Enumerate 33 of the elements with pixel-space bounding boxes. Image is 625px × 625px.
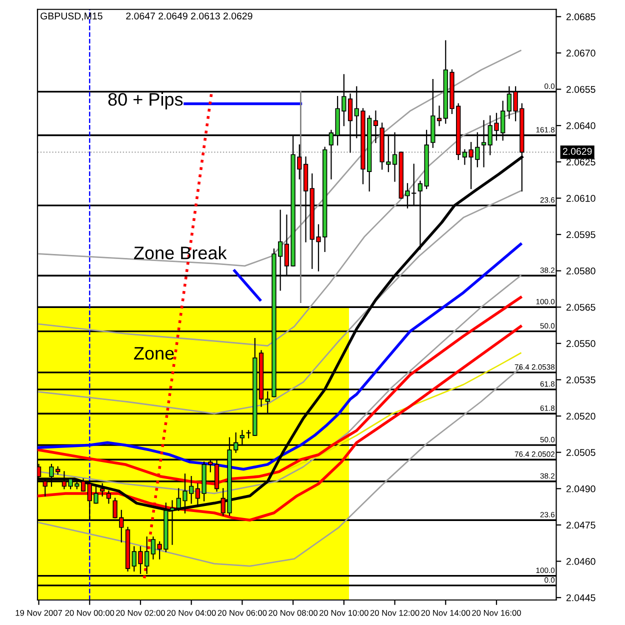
annotation: Zone: [134, 347, 174, 360]
y-tick-label: 2.0520: [566, 412, 596, 420]
y-tick-label: 2.0685: [566, 13, 596, 20]
y-tick-label: 2.0625: [566, 158, 596, 166]
x-tick-label: 20 Nov 00:00: [65, 610, 114, 616]
y-tick-label: 2.0550: [566, 340, 596, 348]
x-tick-label: 20 Nov 02:00: [116, 610, 165, 616]
y-tick-label: 2.0475: [566, 522, 596, 529]
x-tick-label: 20 Nov 14:00: [421, 610, 470, 616]
chart-subtitle: 2.0647 2.0649 2.0613 2.0629: [126, 12, 252, 20]
y-tick-label: 2.0505: [566, 449, 596, 456]
x-tick-label: 20 Nov 06:00: [218, 610, 267, 616]
y-tick-label: 2.0580: [566, 268, 596, 274]
y-tick-label: 2.0460: [566, 558, 596, 565]
x-tick-label: 20 Nov 10:00: [320, 610, 368, 616]
y-tick-label: 2.0655: [566, 86, 596, 93]
y-tick-label: 2.0490: [566, 485, 596, 492]
ref-line-label: 2.0629: [562, 148, 592, 155]
x-tick-label: 19 Nov 2007: [16, 610, 62, 616]
chart-title: GBPUSD,M15: [40, 12, 102, 21]
x-tick-label: 20 Nov 04:00: [166, 610, 216, 616]
y-tick-label: 2.0535: [566, 376, 596, 384]
y-tick-label: 2.0595: [566, 231, 596, 238]
x-tick-label: 20 Nov 16:00: [472, 610, 521, 616]
x-tick-label: 20 Nov 08:00: [268, 610, 318, 616]
x-tick-label: 20 Nov 12:00: [370, 610, 420, 616]
annotation: 80 + Pips: [108, 92, 183, 110]
y-tick-label: 2.0640: [566, 122, 596, 130]
y-tick-label: 2.0445: [566, 594, 596, 602]
annotation: Zone Break: [134, 246, 227, 260]
y-tick-label: 2.0565: [566, 304, 596, 311]
y-tick-label: 2.0610: [566, 194, 596, 202]
y-tick-label: 2.0670: [566, 50, 596, 57]
